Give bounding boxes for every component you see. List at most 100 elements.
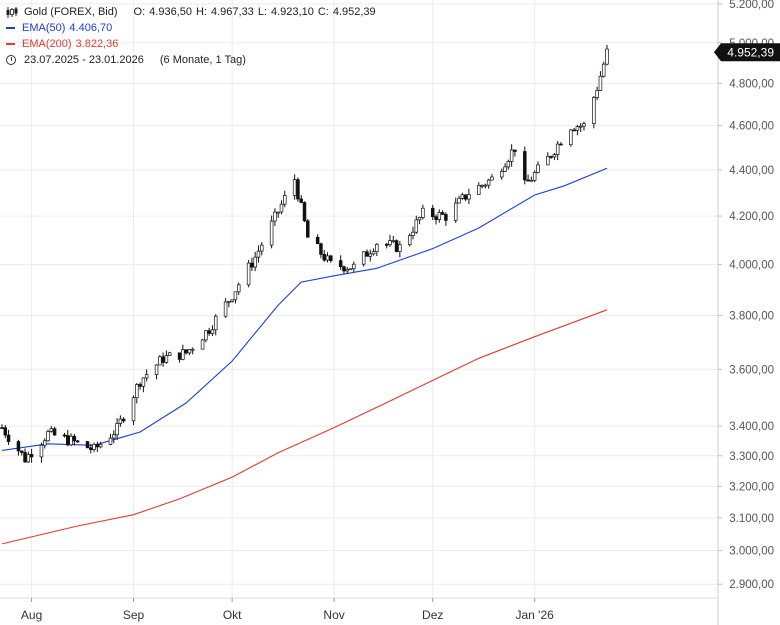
candle [417,216,422,225]
close-label: C: [317,6,329,18]
candle [26,451,31,464]
candle [437,209,442,223]
y-tick-label: 4.600,00 [729,121,774,133]
candle [407,233,412,247]
high-label: H: [195,6,207,18]
candle [509,144,514,167]
y-tick-label: 2.900,00 [729,579,774,591]
candle [227,300,231,308]
candle [112,430,116,444]
last-price-label: 4.952,39 [727,45,774,59]
candle [167,351,172,356]
candle [595,86,599,101]
candle [434,214,438,225]
candle [601,61,606,78]
candle [184,349,188,355]
candle [246,259,251,288]
candle [421,204,425,220]
candle [200,338,205,350]
candle [213,314,218,336]
candle [250,257,254,272]
candle [29,448,34,463]
candle [276,211,280,218]
candle [526,174,530,182]
candle [575,124,580,136]
candle [315,234,320,245]
candle [605,44,609,66]
x-tick-label: Sep [123,608,145,622]
candle [52,426,57,436]
candle [115,417,119,440]
instrument-name[interactable]: Gold (FOREX, Bid) [24,6,118,18]
y-tick-label: 3.000,00 [729,546,774,558]
candle [19,450,24,456]
candle [3,425,8,439]
candle [569,129,573,147]
candle [414,215,419,234]
candlestick-icon[interactable] [6,6,18,18]
y-tick-label: 4.400,00 [729,165,774,177]
candle [260,242,264,256]
legend-ema50-row[interactable]: EMA(50) 4.406,70 [6,20,376,36]
candle [253,251,257,272]
x-tick-label: Aug [21,608,42,622]
candle [457,195,461,204]
candle [490,174,494,181]
candle [85,441,90,449]
candle [273,208,277,226]
candle [375,242,379,256]
candle [546,152,550,166]
candle [302,201,307,223]
candle [69,433,73,447]
candle [42,438,47,449]
candle [223,298,228,318]
candle [23,448,27,463]
candle [138,382,142,390]
candle [325,252,330,263]
close-value: 4.952,39 [332,6,376,18]
candle [16,439,21,456]
candle [454,197,458,224]
candle [190,347,195,355]
candle [463,194,468,202]
y-axis: 2.900,00 3.000,00 3.100,00 3.200,00 3.300,00… [717,0,774,625]
candle [92,442,96,453]
candle [75,440,80,443]
candle [49,426,54,433]
candle [46,429,50,442]
candle [296,177,300,202]
candle [572,127,576,132]
ema50-swatch [6,27,15,29]
ema50-value: 4.406,70 [69,22,113,34]
candle [559,142,563,146]
candle [552,152,557,160]
candle [329,254,333,263]
y-tick-label: 5.200,00 [729,0,774,11]
candle [66,429,70,447]
candle [592,95,596,129]
candle [391,235,396,244]
candle [483,183,488,189]
y-tick-label: 3.800,00 [729,311,774,323]
candle [532,170,537,183]
candle [398,241,402,258]
candle [444,212,448,226]
y-tick-label: 3.100,00 [729,513,774,525]
candle [467,188,471,204]
x-tick-label: Okt [223,608,242,622]
candle [486,178,491,189]
x-tick-label: Jan '26 [515,608,554,622]
candle [348,268,353,271]
candle [89,443,93,454]
clock-icon [6,55,16,65]
candle [352,261,356,273]
legend-range-row: 23.07.2025 - 23.01.2026 (6 Monate, 1 Tag… [6,52,376,68]
candle [529,176,534,182]
candle [135,382,139,404]
candle [430,204,435,221]
candle [368,249,373,262]
legend-ema200-row[interactable]: EMA(200) 3.822,36 [6,36,376,52]
candle [513,149,517,157]
candle [555,140,560,161]
